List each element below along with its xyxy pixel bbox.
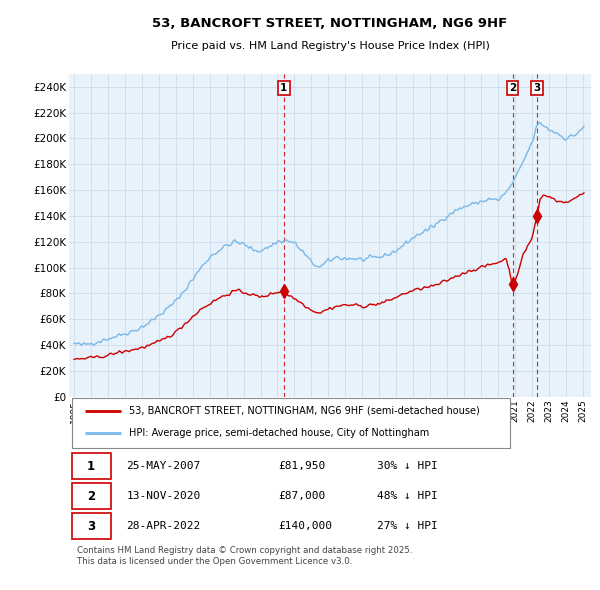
Text: 30% ↓ HPI: 30% ↓ HPI: [377, 461, 438, 471]
Text: 2: 2: [87, 490, 95, 503]
Text: 1: 1: [87, 460, 95, 473]
FancyBboxPatch shape: [71, 453, 111, 479]
Text: HPI: Average price, semi-detached house, City of Nottingham: HPI: Average price, semi-detached house,…: [129, 428, 429, 438]
Text: 13-NOV-2020: 13-NOV-2020: [127, 491, 200, 501]
Text: 1: 1: [280, 83, 287, 93]
FancyBboxPatch shape: [71, 483, 111, 509]
Text: 53, BANCROFT STREET, NOTTINGHAM, NG6 9HF (semi-detached house): 53, BANCROFT STREET, NOTTINGHAM, NG6 9HF…: [129, 406, 480, 416]
Text: 27% ↓ HPI: 27% ↓ HPI: [377, 521, 438, 531]
Text: 2: 2: [509, 83, 516, 93]
Text: £140,000: £140,000: [278, 521, 332, 531]
Text: 48% ↓ HPI: 48% ↓ HPI: [377, 491, 438, 501]
Text: 3: 3: [87, 520, 95, 533]
Text: 25-MAY-2007: 25-MAY-2007: [127, 461, 200, 471]
Text: Price paid vs. HM Land Registry's House Price Index (HPI): Price paid vs. HM Land Registry's House …: [170, 41, 490, 51]
Text: 53, BANCROFT STREET, NOTTINGHAM, NG6 9HF: 53, BANCROFT STREET, NOTTINGHAM, NG6 9HF: [152, 17, 508, 30]
Text: £81,950: £81,950: [278, 461, 325, 471]
Text: 3: 3: [533, 83, 541, 93]
Text: £87,000: £87,000: [278, 491, 325, 501]
Text: Contains HM Land Registry data © Crown copyright and database right 2025.
This d: Contains HM Land Registry data © Crown c…: [77, 546, 412, 566]
FancyBboxPatch shape: [71, 398, 510, 448]
Text: 28-APR-2022: 28-APR-2022: [127, 521, 200, 531]
FancyBboxPatch shape: [71, 513, 111, 539]
